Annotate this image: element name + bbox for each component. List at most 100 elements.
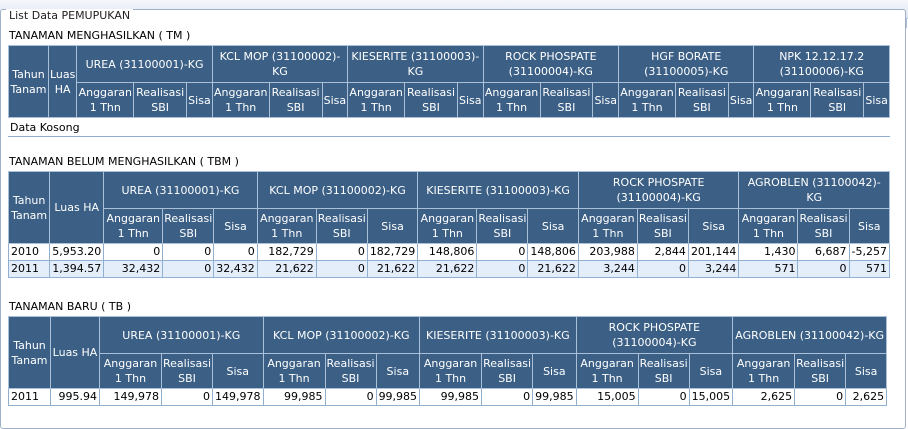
tb-subcol-realisasi: Realisasi SBI xyxy=(160,353,214,389)
tbm-product-header: UREA (31100001)-KG xyxy=(103,171,258,209)
table-cell: 0 xyxy=(476,260,529,278)
tm-subcol-realisasi: Realisasi SBI xyxy=(810,82,865,118)
tb-subcol-realisasi: Realisasi SBI xyxy=(794,353,847,389)
table-cell: 21,622 xyxy=(366,260,419,278)
table-cell: 149,978 xyxy=(99,388,162,406)
table-cell: 32,432 xyxy=(213,260,258,278)
tm-subcol-realisasi: Realisasi SBI xyxy=(674,82,729,118)
table-cell: 0 xyxy=(797,260,850,278)
table-cell: 99,985 xyxy=(375,388,421,406)
tm-product-header: NPK 12.12.17.2 (31100006)-KG xyxy=(753,45,890,83)
tm-product-header: HGF BORATE (31100005)-KG xyxy=(618,45,755,83)
tb-product-header: AGROBLEN (31100042)-KG xyxy=(732,316,888,354)
cell-luas: 5,953.20 xyxy=(49,243,105,261)
tm-subcol-sisa: Sisa xyxy=(863,82,890,118)
cell-luas: 995.94 xyxy=(50,388,100,406)
table-cell: 0 xyxy=(476,243,529,261)
tbm-subcol-sisa: Sisa xyxy=(687,208,740,244)
tb-subcol-realisasi: Realisasi SBI xyxy=(637,353,690,389)
tm-table-wrapper: Tahun Tanam Luas HA UREA (31100001)-KG K… xyxy=(8,45,890,118)
tb-subcol-anggaran: Anggaran 1 Thn xyxy=(99,353,162,389)
tm-subcol-realisasi: Realisasi SBI xyxy=(539,82,594,118)
tb-subcol-anggaran: Anggaran 1 Thn xyxy=(419,353,483,389)
table-cell: 99,985 xyxy=(419,388,483,406)
table-cell: 149,978 xyxy=(212,388,264,406)
table-cell: 182,729 xyxy=(256,243,317,261)
table-cell: 0 xyxy=(103,243,164,261)
cell-tahun: 2010 xyxy=(8,243,51,261)
tbm-subcol-realisasi: Realisasi SBI xyxy=(162,208,215,244)
tb-product-header: KCL MOP (31100002)-KG xyxy=(262,316,421,354)
table-cell: 203,988 xyxy=(577,243,638,261)
tb-col-tahun-tanam: Tahun Tanam xyxy=(8,316,51,389)
tm-product-header: UREA (31100001)-KG xyxy=(76,45,213,83)
tm-empty-message: Data Kosong xyxy=(8,119,890,137)
tb-subcol-sisa: Sisa xyxy=(212,353,264,389)
table-cell: 1,430 xyxy=(738,243,799,261)
tb-product-header: ROCK PHOSPATE (31100004)-KG xyxy=(575,316,734,354)
table-cell: 21,622 xyxy=(527,260,579,278)
tbm-table-wrapper: Tahun Tanam Luas HA UREA (31100001)-KG K… xyxy=(8,171,890,278)
table-cell: 0 xyxy=(481,388,534,406)
tbm-subcol-sisa: Sisa xyxy=(213,208,258,244)
table-cell: 148,806 xyxy=(417,243,478,261)
table-cell: 2,625 xyxy=(732,388,796,406)
tm-subcol-realisasi: Realisasi SBI xyxy=(133,82,188,118)
tb-col-luas-ha: Luas HA xyxy=(50,316,100,389)
tm-subcol-sisa: Sisa xyxy=(592,82,620,118)
cell-luas: 1,394.57 xyxy=(49,260,105,278)
tbm-table: Tahun Tanam Luas HA UREA (31100001)-KG K… xyxy=(8,171,890,278)
table-cell: 15,005 xyxy=(688,388,734,406)
table-cell: 571 xyxy=(738,260,799,278)
tbm-subcol-realisasi: Realisasi SBI xyxy=(636,208,689,244)
tm-product-header: ROCK PHOSPATE (31100004)-KG xyxy=(482,45,620,83)
tm-subcol-anggaran: Anggaran 1 Thn xyxy=(618,82,676,118)
table-cell: 0 xyxy=(637,388,690,406)
tb-subcol-anggaran: Anggaran 1 Thn xyxy=(575,353,639,389)
table-cell: 201,144 xyxy=(687,243,740,261)
tm-subcol-sisa: Sisa xyxy=(321,82,349,118)
tb-subcol-sisa: Sisa xyxy=(688,353,734,389)
table-cell: 0 xyxy=(324,388,377,406)
tbm-product-header: KCL MOP (31100002)-KG xyxy=(256,171,419,209)
table-row[interactable]: 2011 995.94 149,978 0 149,978 99,985 0 99,985 99… xyxy=(8,388,888,406)
fieldset-legend: List Data PEMUPUKAN xyxy=(6,9,134,23)
table-cell: 15,005 xyxy=(575,388,639,406)
tbm-subcol-anggaran: Anggaran 1 Thn xyxy=(103,208,164,244)
tm-subcol-anggaran: Anggaran 1 Thn xyxy=(753,82,812,118)
tbm-section-title: TANAMAN BELUM MENGHASILKAN ( TBM ) xyxy=(9,155,239,168)
table-cell: 21,622 xyxy=(417,260,478,278)
table-cell: 99,985 xyxy=(262,388,326,406)
table-cell: 0 xyxy=(636,260,689,278)
tbm-col-tahun-tanam: Tahun Tanam xyxy=(8,171,51,244)
tbm-product-header: ROCK PHOSPATE (31100004)-KG xyxy=(577,171,740,209)
tb-product-header: KIESERITE (31100003)-KG xyxy=(419,316,577,354)
tb-subcol-sisa: Sisa xyxy=(532,353,577,389)
tm-subcol-anggaran: Anggaran 1 Thn xyxy=(76,82,135,118)
tbm-subcol-realisasi: Realisasi SBI xyxy=(476,208,529,244)
tb-subcol-sisa: Sisa xyxy=(375,353,421,389)
tm-product-header: KIESERITE (31100003)-KG xyxy=(347,45,484,83)
tm-section-title: TANAMAN MENGHASILKAN ( TM ) xyxy=(9,29,191,42)
tm-product-header: KCL MOP (31100002)-KG xyxy=(211,45,349,83)
tbm-subcol-realisasi: Realisasi SBI xyxy=(797,208,850,244)
table-cell: -5,257 xyxy=(848,243,890,261)
tbm-subcol-anggaran: Anggaran 1 Thn xyxy=(417,208,478,244)
tb-subcol-anggaran: Anggaran 1 Thn xyxy=(732,353,796,389)
table-cell: 0 xyxy=(315,260,368,278)
tm-subcol-anggaran: Anggaran 1 Thn xyxy=(211,82,270,118)
tm-table: Tahun Tanam Luas HA UREA (31100001)-KG K… xyxy=(8,45,890,118)
table-row[interactable]: 2011 1,394.57 32,432 0 32,432 21,622 0 21,622 21… xyxy=(8,260,890,278)
table-row[interactable]: 2010 5,953.20 0 0 0 182,729 0 182,729 148,806 0 14… xyxy=(8,243,890,261)
table-cell: 6,687 xyxy=(797,243,850,261)
table-cell: 3,244 xyxy=(577,260,638,278)
table-cell: 0 xyxy=(160,388,214,406)
tb-table-wrapper: Tahun Tanam Luas HA UREA (31100001)-KG K… xyxy=(8,316,890,406)
tm-subcol-sisa: Sisa xyxy=(727,82,755,118)
table-cell: 21,622 xyxy=(256,260,317,278)
tb-subcol-realisasi: Realisasi SBI xyxy=(481,353,534,389)
tbm-subcol-realisasi: Realisasi SBI xyxy=(315,208,368,244)
tbm-subcol-sisa: Sisa xyxy=(366,208,419,244)
tbm-subcol-anggaran: Anggaran 1 Thn xyxy=(738,208,799,244)
table-cell: 182,729 xyxy=(366,243,419,261)
